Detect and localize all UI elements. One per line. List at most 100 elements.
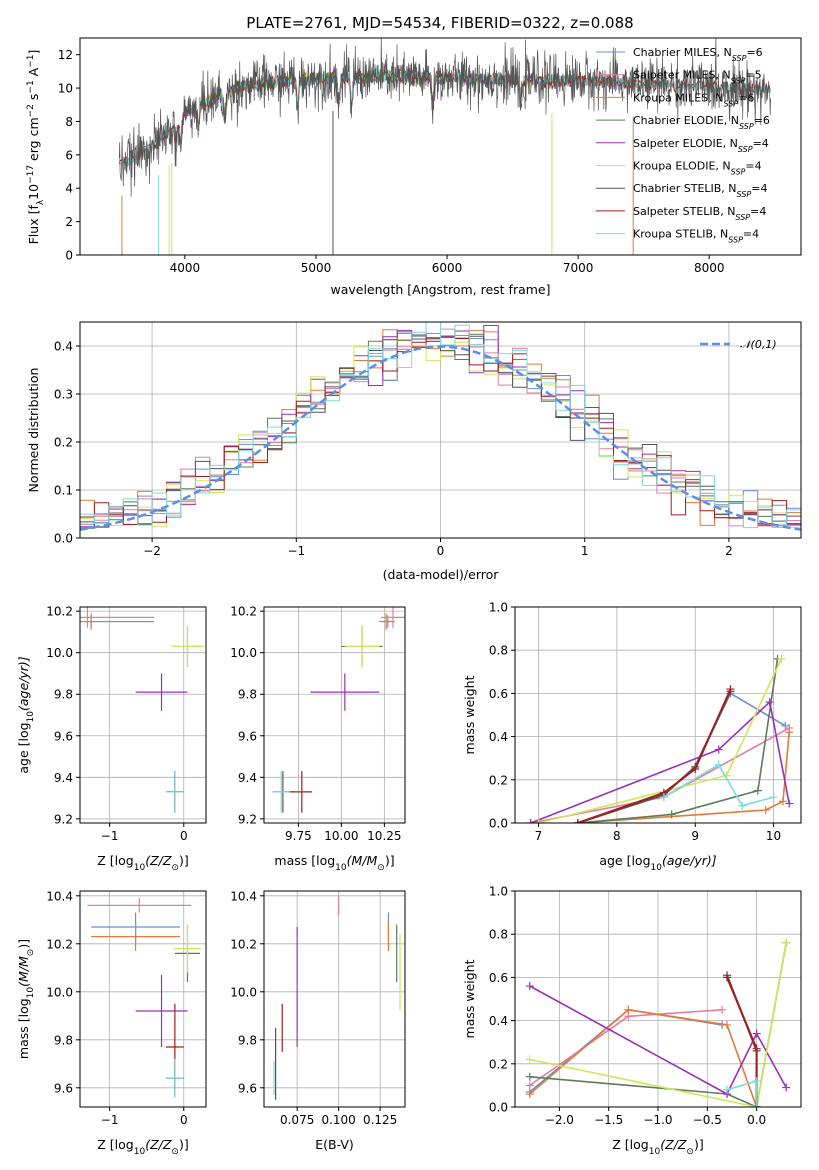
x-axis-label-part: (age/yr)] (662, 853, 717, 868)
x-tick-label: −1.0 (643, 1113, 672, 1127)
plot-area (273, 895, 401, 1100)
y-axis-label: mass weight (462, 959, 477, 1038)
weight-marker (526, 819, 535, 823)
errorbar-salpeter-miles (87, 898, 192, 913)
legend-label-sub: SSP (737, 190, 752, 199)
errorbar-salpeter-miles (380, 607, 405, 628)
x-tick-label: 7000 (563, 261, 594, 275)
y-tick-label: 1.0 (489, 601, 508, 615)
x-tick-label: 4000 (170, 261, 201, 275)
y-tick-label: 0.0 (54, 532, 73, 546)
x-axis-label-part: ⊙ (686, 1147, 694, 1157)
y-tick-label: 10.0 (46, 646, 73, 660)
axes-frame (263, 890, 406, 1108)
weight-line (726, 974, 758, 1107)
y-axis-label-part: Flux [f (26, 205, 41, 245)
y-tick-label: 6 (65, 148, 73, 162)
legend-label-sub: SSP (731, 167, 746, 176)
weight-marker (723, 1020, 732, 1029)
y-axis-label-part: (M/M (16, 956, 31, 987)
errorbar-kroupa-elodie (171, 625, 204, 668)
x-axis-label-part: (Z/Z (145, 853, 172, 868)
y-tick-label: 0.2 (489, 1057, 508, 1071)
weight-marker (765, 698, 774, 707)
weight-marker (752, 1044, 761, 1053)
y-tick-label: 0.8 (489, 928, 508, 942)
y-axis-label-part: ⊙ (26, 949, 36, 957)
y-tick-label: 0 (65, 249, 73, 263)
y-tick-label: 10 (58, 82, 73, 96)
age-vs-metallicity-panel: −1 09.29.49.69.810.010.2Z [log10(Z/Z⊙)]ag… (16, 605, 207, 873)
legend-label-name: Kroupa STELIB, N (633, 228, 728, 241)
y-tick-label: 0.8 (489, 644, 508, 658)
y-axis-label-part: erg cm (26, 117, 41, 165)
weight-series-chabrier-miles (525, 1005, 727, 1096)
weight-marker (534, 819, 543, 823)
y-axis-label-part: λ (36, 199, 46, 205)
x-tick-label: 0.0 (747, 1113, 766, 1127)
y-tick-label: 0.3 (54, 388, 73, 402)
x-axis-label-part: )] (385, 853, 395, 868)
x-axis-label-part: 10 (651, 863, 663, 873)
y-tick-label: 10.0 (230, 646, 257, 660)
weight-line (529, 1008, 758, 1107)
plot-area (526, 654, 794, 823)
weight-line (530, 727, 790, 823)
axes-frame (514, 890, 802, 1108)
weight-marker (718, 1005, 727, 1014)
y-axis-label-part: 10 (26, 184, 41, 200)
legend-label-salpeter-miles: Salpeter MILES, NSSP=5 (633, 69, 762, 86)
weight-series-chabrier-elodie (573, 654, 782, 823)
weight-marker (752, 1077, 761, 1086)
normal-curve (80, 345, 801, 531)
y-tick-label: 10.4 (230, 889, 257, 903)
x-tick-label: 7 (535, 829, 543, 843)
weight-marker (691, 765, 700, 773)
legend-label-chabrier-miles: Chabrier MILES, NSSP=6 (633, 46, 763, 63)
y-tick-label: 9.2 (54, 812, 73, 826)
axes-frame (79, 321, 802, 539)
x-axis-label-part: (Z/Z (660, 1137, 687, 1152)
legend-label-chabrier-stelib: Chabrier STELIB, NSSP=4 (633, 182, 767, 199)
axes-frame (263, 606, 406, 824)
x-tick-label: 9.75 (285, 829, 312, 843)
errorbar-salpeter-elodie (135, 673, 188, 711)
weight-marker (785, 799, 794, 808)
x-axis-label: Z [log10(Z/Z⊙)] (612, 1137, 703, 1157)
y-tick-label: 9.6 (54, 1081, 73, 1095)
y-tick-label: 10.0 (46, 985, 73, 999)
legend-label-sub: SSP (728, 235, 743, 244)
weight-marker (714, 745, 723, 754)
y-tick-label: 9.8 (238, 688, 257, 702)
axes-frame (79, 606, 207, 824)
x-axis-label-part: ⊙ (377, 863, 385, 873)
x-tick-label: −0.5 (693, 1113, 722, 1127)
y-tick-label: 9.8 (54, 1033, 73, 1047)
weight-line (577, 690, 732, 823)
residual-histogram-panel: −2 −1 0 1 2 0.0 0.1 0.2 0.3 0.4 𝒩(0,1) (data-model)… (26, 321, 802, 582)
y-tick-label: 12 (58, 48, 73, 62)
weight-series-kroupa-miles (525, 1005, 761, 1107)
x-tick-label: −2 (143, 544, 161, 558)
errorbar-salpeter-elodie (310, 673, 380, 711)
y-tick-label: 9.8 (238, 1033, 257, 1047)
errorbar-kroupa-elodie (344, 625, 380, 668)
errorbar-kroupa-elodie (174, 924, 201, 973)
weight-marker (782, 938, 791, 947)
y-axis-label: Normed distribution (26, 368, 41, 493)
errorbar-salpeter-stelib (291, 771, 313, 813)
legend-label-name: Kroupa MILES, N (633, 91, 723, 104)
x-axis-label: (data-model)/error (383, 567, 500, 582)
y-tick-label: 0.0 (489, 817, 508, 831)
plot-area (80, 322, 801, 531)
y-axis-label-part: (age/yr)] (16, 656, 31, 711)
y-tick-label: 0.6 (489, 971, 508, 985)
weight-marker (525, 1055, 534, 1064)
weight-series-kroupa-elodie (534, 654, 786, 823)
weight-marker (782, 1083, 791, 1092)
legend-label-name: Salpeter MILES, N (633, 69, 731, 82)
x-axis-label: wavelength [Angstrom, rest frame] (330, 282, 550, 297)
weight-line (529, 942, 787, 1107)
weight-line (577, 692, 786, 823)
legend-label-name: Chabrier MILES, N (633, 46, 732, 59)
